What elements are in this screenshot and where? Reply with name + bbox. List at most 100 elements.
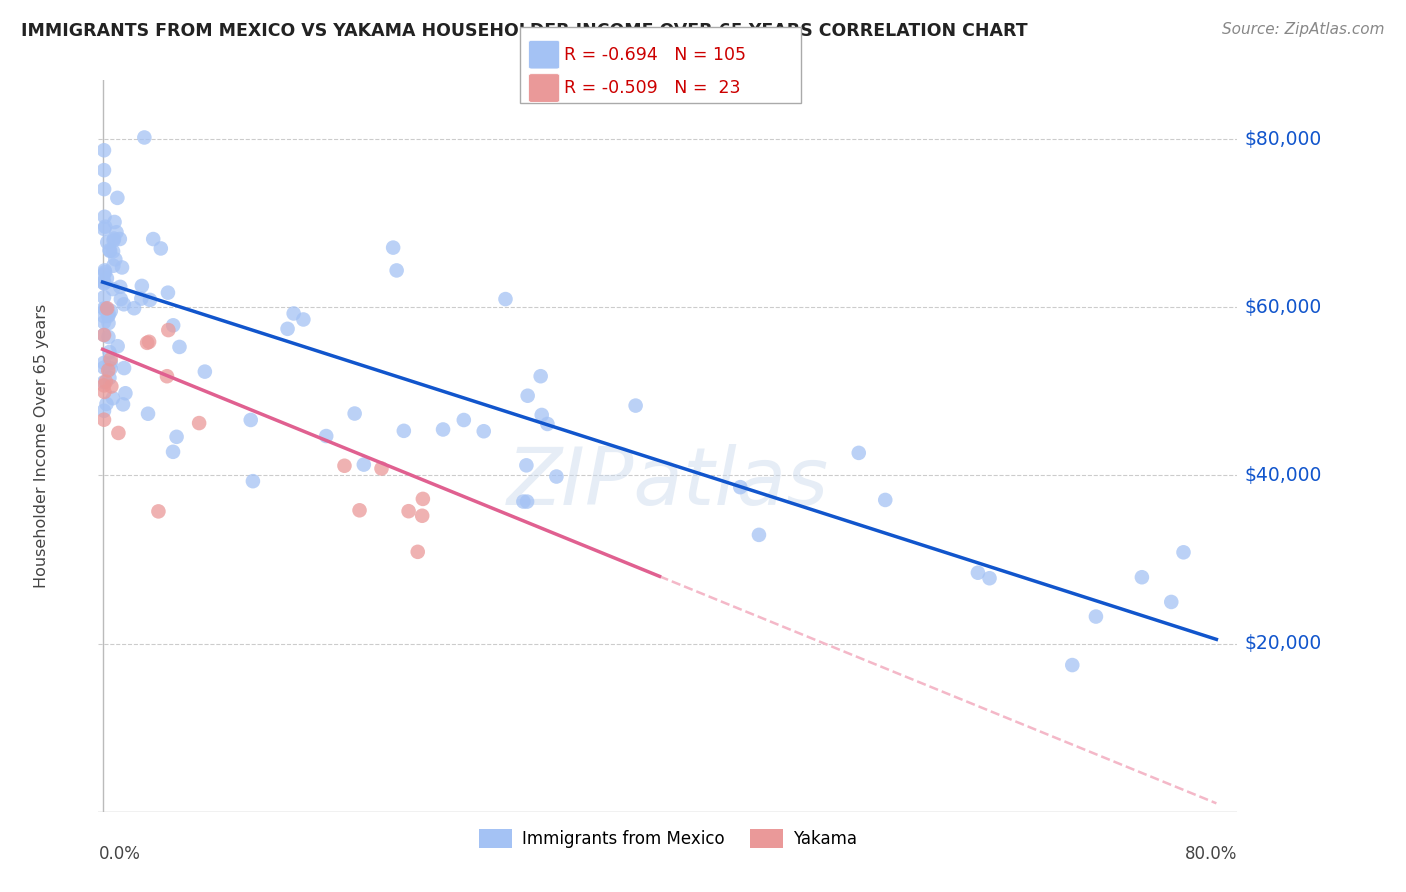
Point	[1130, 570, 1153, 584]
Point	[104, 252, 127, 267]
Point	[398, 504, 420, 518]
Point	[100, 304, 122, 318]
Point	[1062, 658, 1084, 673]
Point	[93, 274, 115, 288]
Point	[93, 413, 115, 427]
Point	[875, 492, 897, 507]
Point	[472, 424, 495, 438]
Point	[93, 276, 115, 290]
Point	[349, 503, 371, 517]
Point	[93, 182, 115, 196]
Point	[134, 130, 156, 145]
Point	[93, 163, 115, 178]
Point	[536, 417, 558, 431]
Point	[122, 301, 145, 316]
Point	[97, 330, 120, 344]
Point	[382, 241, 405, 255]
Text: R = -0.694   N = 105: R = -0.694 N = 105	[564, 45, 745, 63]
Point	[98, 243, 121, 257]
Point	[100, 361, 122, 376]
Point	[515, 458, 537, 473]
Point	[111, 260, 134, 275]
Point	[101, 282, 124, 296]
Point	[412, 491, 434, 506]
Point	[107, 425, 129, 440]
Text: ZIPatlas: ZIPatlas	[506, 443, 830, 522]
Text: 80.0%: 80.0%	[1185, 845, 1237, 863]
Point	[385, 263, 408, 277]
Point	[277, 322, 299, 336]
Point	[730, 480, 752, 494]
Point	[110, 280, 132, 294]
Point	[97, 309, 120, 323]
Point	[93, 356, 115, 370]
Point	[162, 445, 184, 459]
Point	[139, 293, 162, 307]
Point	[1173, 545, 1195, 559]
Point	[242, 474, 264, 488]
Point	[93, 315, 115, 329]
Point	[157, 323, 180, 337]
Point	[149, 242, 172, 256]
Point	[98, 345, 121, 359]
Point	[100, 356, 122, 370]
Point	[131, 279, 153, 293]
Point	[516, 494, 538, 508]
Legend: Immigrants from Mexico, Yakama: Immigrants from Mexico, Yakama	[472, 822, 863, 855]
Point	[1084, 609, 1107, 624]
Point	[110, 292, 132, 306]
Point	[93, 310, 115, 324]
Point	[512, 494, 534, 508]
Text: IMMIGRANTS FROM MEXICO VS YAKAMA HOUSEHOLDER INCOME OVER 65 YEARS CORRELATION CH: IMMIGRANTS FROM MEXICO VS YAKAMA HOUSEHO…	[21, 22, 1028, 40]
Point	[848, 446, 870, 460]
Point	[93, 263, 115, 277]
Text: R = -0.509   N =  23: R = -0.509 N = 23	[564, 79, 741, 97]
Point	[105, 191, 128, 205]
Point	[93, 384, 115, 399]
Point	[516, 389, 538, 403]
Point	[96, 301, 118, 316]
Point	[114, 386, 136, 401]
Text: Householder Income Over 65 years: Householder Income Over 65 years	[34, 304, 49, 588]
Point	[101, 391, 124, 405]
Point	[93, 328, 115, 343]
Point	[100, 352, 122, 367]
Point	[93, 143, 115, 157]
Point	[112, 361, 135, 376]
Point	[112, 397, 135, 411]
Point	[103, 231, 125, 245]
Text: Source: ZipAtlas.com: Source: ZipAtlas.com	[1222, 22, 1385, 37]
Point	[530, 369, 553, 384]
Point	[103, 215, 125, 229]
Point	[97, 316, 120, 330]
Point	[94, 303, 117, 318]
Point	[94, 301, 117, 316]
Point	[94, 375, 117, 389]
Point	[93, 210, 115, 224]
Point	[138, 334, 160, 349]
Text: $60,000: $60,000	[1244, 298, 1322, 317]
Point	[411, 508, 433, 523]
Point	[343, 407, 366, 421]
Point	[93, 277, 115, 291]
Point	[93, 378, 115, 392]
Point	[148, 504, 170, 518]
Point	[96, 397, 118, 411]
Point	[530, 408, 553, 422]
Text: $80,000: $80,000	[1244, 129, 1322, 149]
Point	[748, 528, 770, 542]
Point	[101, 244, 124, 259]
Point	[406, 545, 429, 559]
Point	[96, 271, 118, 285]
Point	[131, 292, 153, 306]
Point	[495, 292, 517, 306]
Point	[162, 318, 184, 333]
Point	[283, 306, 305, 320]
Point	[432, 422, 454, 436]
Point	[546, 469, 568, 483]
Point	[96, 235, 118, 250]
Point	[93, 404, 115, 418]
Point	[136, 335, 159, 350]
Point	[353, 458, 375, 472]
Point	[94, 265, 117, 279]
